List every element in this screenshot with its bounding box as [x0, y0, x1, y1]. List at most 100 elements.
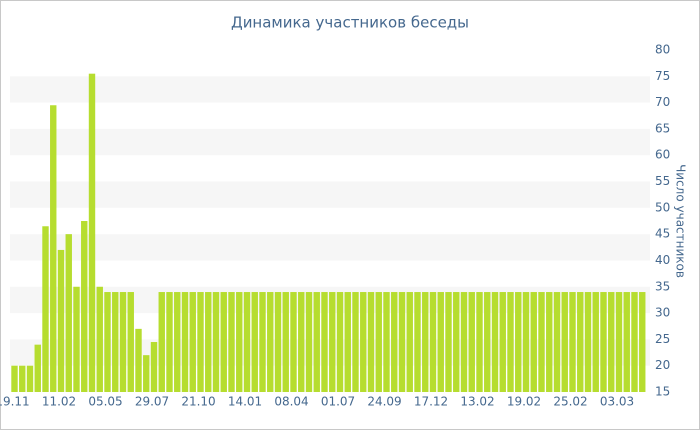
bar — [639, 292, 646, 392]
bar — [11, 365, 18, 392]
bar — [375, 292, 382, 392]
bar — [484, 292, 491, 392]
bar — [150, 342, 158, 392]
bar — [445, 292, 452, 392]
bar — [220, 292, 227, 392]
x-tick-label: 25.02 — [553, 395, 587, 409]
bar — [26, 365, 34, 392]
x-tick-label: 29.07 — [135, 395, 169, 409]
bar — [112, 292, 119, 392]
y-tick-label: 80 — [655, 43, 670, 57]
bar — [522, 292, 530, 392]
bar — [569, 292, 576, 392]
bar — [127, 292, 134, 392]
bar — [329, 292, 336, 392]
bar — [50, 105, 57, 392]
bar — [166, 292, 173, 392]
bar — [631, 292, 638, 392]
bar — [422, 292, 429, 392]
bar — [321, 292, 328, 392]
bar — [236, 292, 243, 392]
y-axis-title: Число участников — [674, 164, 688, 278]
bar — [305, 292, 313, 392]
bar — [499, 292, 506, 392]
bar — [143, 355, 150, 392]
y-tick-label: 60 — [655, 148, 670, 162]
bar — [429, 292, 437, 392]
x-tick-label: 05.05 — [88, 395, 122, 409]
bar — [592, 292, 599, 392]
bar — [81, 221, 88, 392]
bar — [553, 292, 561, 392]
y-tick-label: 40 — [655, 253, 670, 267]
bar — [437, 292, 444, 392]
bar — [546, 292, 553, 392]
bar — [468, 292, 475, 392]
x-tick-label: 21.10 — [181, 395, 215, 409]
x-tick-label: 24.09 — [367, 395, 401, 409]
bar — [158, 292, 165, 392]
bar — [398, 292, 406, 392]
bar — [530, 292, 537, 392]
bar — [515, 292, 522, 392]
bar — [383, 292, 390, 392]
chart-title: Динамика участников беседы — [231, 14, 469, 32]
bar — [57, 249, 65, 392]
bar — [197, 292, 204, 392]
grid-band — [10, 181, 650, 208]
bar — [336, 292, 344, 392]
y-tick-label: 30 — [655, 306, 670, 320]
bar — [298, 292, 305, 392]
x-tick-label: 17.12 — [414, 395, 448, 409]
bar — [290, 292, 297, 392]
bar — [259, 292, 266, 392]
bar — [600, 292, 607, 392]
bar — [65, 234, 72, 392]
bar — [189, 292, 196, 392]
x-tick-label: 08.04 — [274, 395, 308, 409]
bar — [367, 292, 375, 392]
y-tick-label: 50 — [655, 200, 670, 214]
bar — [135, 328, 142, 392]
bar — [344, 292, 351, 392]
bar — [19, 365, 26, 392]
y-tick-label: 55 — [655, 174, 670, 188]
grid-band — [10, 76, 650, 103]
y-tick-label: 45 — [655, 227, 670, 241]
bar — [212, 292, 220, 392]
bar — [73, 286, 80, 392]
y-tick-label: 15 — [655, 385, 670, 399]
bar — [391, 292, 398, 392]
bar — [491, 292, 499, 392]
bar — [174, 292, 181, 392]
bar — [267, 292, 274, 392]
y-tick-label: 65 — [655, 121, 670, 135]
grid-band — [10, 128, 650, 156]
bar — [476, 292, 483, 392]
x-tick-label: 19.02 — [507, 395, 541, 409]
bar — [88, 73, 96, 392]
bar — [181, 292, 189, 392]
bar — [507, 292, 514, 392]
x-tick-label: 01.07 — [321, 395, 355, 409]
bar — [406, 292, 413, 392]
bar — [282, 292, 289, 392]
bar — [584, 292, 592, 392]
bar — [119, 292, 127, 392]
bar — [561, 292, 568, 392]
bar — [623, 292, 630, 392]
bar — [352, 292, 359, 392]
x-tick-label: 03.03 — [600, 395, 634, 409]
bar — [243, 292, 251, 392]
bar — [274, 292, 282, 392]
y-tick-label: 75 — [655, 69, 670, 83]
bar — [453, 292, 460, 392]
bar — [251, 292, 258, 392]
x-tick-label: 19.11 — [0, 395, 30, 409]
bar — [34, 344, 41, 392]
y-tick-label: 70 — [655, 95, 670, 109]
bar — [577, 292, 584, 392]
bar — [460, 292, 468, 392]
bar — [538, 292, 545, 392]
